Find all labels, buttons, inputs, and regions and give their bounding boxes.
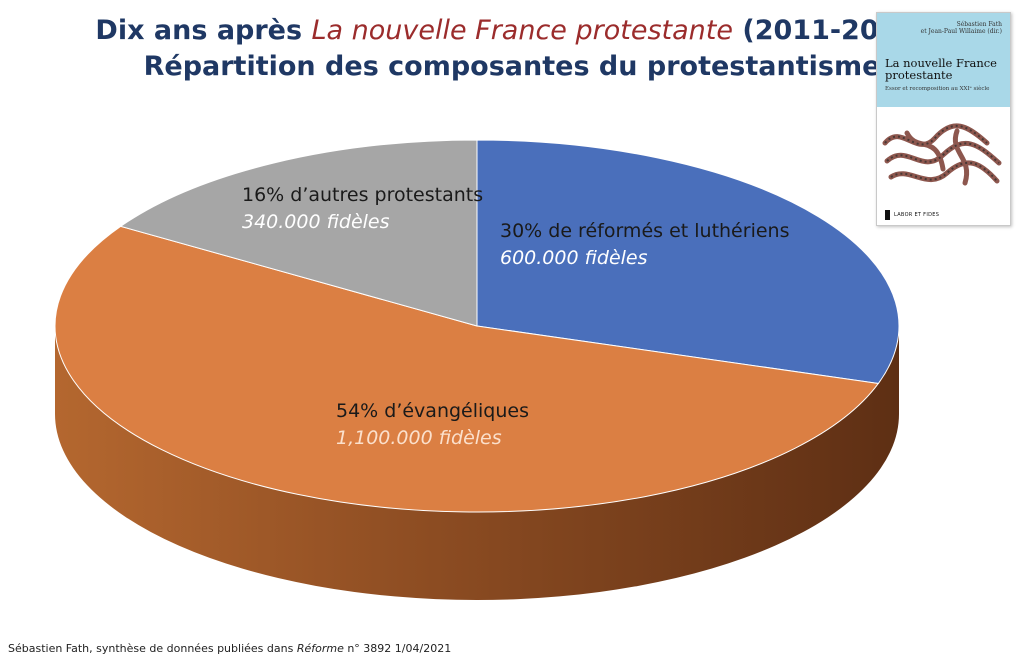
slice-label-evangeliques: 54% d’évangéliques 1,100.000 fidèles	[336, 398, 529, 452]
book-title: La nouvelle France protestante	[885, 56, 997, 82]
title-prefix: Dix ans après	[95, 15, 312, 46]
pie-side-wall	[55, 326, 899, 600]
footnote-prefix: Sébastien Fath, synthèse de données publ…	[8, 642, 297, 655]
source-footnote: Sébastien Fath, synthèse de données publ…	[8, 642, 451, 655]
slice-label-autres-value: 340.000 fidèles	[242, 211, 390, 233]
publisher-name: LABOR ET FIDES	[894, 211, 940, 218]
slice-label-evangeliques-value: 1,100.000 fidèles	[336, 427, 502, 449]
book-subtitle: Essor et recomposition au XXIᵉ siècle	[885, 86, 990, 92]
footnote-journal: Réforme	[296, 642, 344, 655]
slice-label-reformes-percent: 30% de réformés et luthériens	[500, 220, 790, 242]
slice-label-autres-percent: 16% d’autres protestants	[242, 184, 484, 206]
slice-label-autres: 16% d’autres protestants 340.000 fidèles	[242, 182, 483, 236]
chart-title-line-2: Répartition des composantes du protestan…	[143, 51, 881, 82]
pie-slice-autres-protestants	[119, 139, 478, 327]
slice-label-reformes: 30% de réformés et luthériens 600.000 fi…	[500, 218, 789, 272]
pie-slice-evangeliques	[54, 225, 880, 513]
footnote-suffix: n° 3892 1/04/2021	[343, 642, 452, 655]
publisher-logo-icon	[885, 209, 890, 220]
slice-label-evangeliques-percent: 54% d’évangéliques	[336, 400, 529, 422]
title-book-name: La nouvelle France protestante	[311, 15, 733, 46]
book-cover-illustration	[882, 123, 1002, 186]
slice-label-reformes-value: 600.000 fidèles	[500, 247, 648, 269]
book-cover-band	[877, 13, 1010, 107]
book-publisher: LABOR ET FIDES	[885, 206, 940, 220]
book-authors: Sébastien Fath et Jean-Paul Willaime (di…	[920, 21, 1002, 35]
book-cover: Sébastien Fath et Jean-Paul Willaime (di…	[876, 12, 1011, 226]
pie-slice-reformes-lutheriens	[476, 139, 900, 385]
